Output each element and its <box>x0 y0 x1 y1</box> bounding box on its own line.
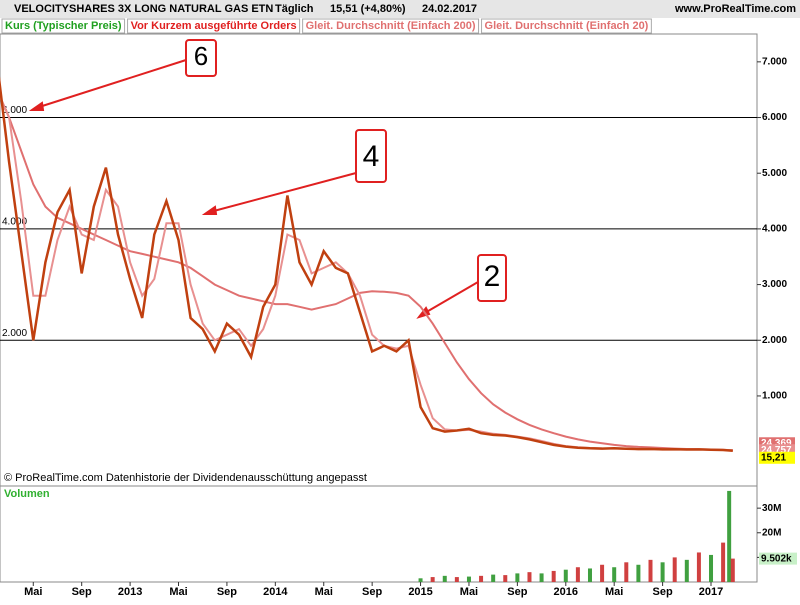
legend-entry: Kurs (Typischer Preis) <box>5 20 122 32</box>
volume-bar <box>600 564 605 582</box>
legend-entry: Gleit. Durchschnitt (Einfach 200) <box>306 20 476 32</box>
volume-bar <box>730 558 735 582</box>
reference-label: 6.000 <box>2 105 27 116</box>
x-tick-label: 2015 <box>408 586 432 598</box>
header-interval: Täglich <box>275 3 314 15</box>
arrow <box>422 281 479 315</box>
annotation: 4 <box>363 140 380 173</box>
annotation: 2 <box>484 260 501 293</box>
x-tick-label: Sep <box>653 586 673 598</box>
arrow-head <box>201 205 218 215</box>
annotation-box <box>355 129 387 183</box>
y-tick-label: 7.000 <box>762 56 787 67</box>
volume-bar <box>684 559 689 582</box>
volume-panel <box>0 485 758 583</box>
x-tick-label: 2013 <box>118 586 142 598</box>
volume-title: Volumen <box>4 488 50 500</box>
header-site: www.ProRealTime.com <box>674 3 796 15</box>
last-value-box <box>759 451 795 464</box>
footer: © ProRealTime.com Datenhistorie der Divi… <box>4 472 367 484</box>
legend-entry: Vor Kurzem ausgeführte Orders <box>131 20 297 32</box>
volume-bar <box>624 562 629 582</box>
price-line <box>0 76 733 453</box>
arrow <box>35 59 187 109</box>
volume-bar <box>527 572 532 582</box>
legend-tab <box>481 18 652 34</box>
y-tick-label: 1.000 <box>762 391 787 402</box>
x-tick-label: Sep <box>217 586 237 598</box>
last-volume-box <box>759 552 797 565</box>
legend-tab <box>302 18 480 34</box>
volume-bar <box>672 557 677 582</box>
legend-tab <box>127 18 301 34</box>
volume-bar <box>636 564 641 582</box>
x-tick-label: Mai <box>315 586 333 598</box>
volume-bar <box>563 569 568 582</box>
volume-bar <box>515 573 520 582</box>
volume-bar <box>648 559 653 582</box>
last-value-label: 15,21 <box>761 452 786 463</box>
y-tick-label: 5.000 <box>762 168 787 179</box>
x-tick-label: Mai <box>24 586 42 598</box>
x-tick-label: Mai <box>605 586 623 598</box>
y-tick-label: 20M <box>762 527 781 538</box>
volume-bar <box>575 567 580 582</box>
annotation: 6 <box>194 41 208 71</box>
volume-bar <box>721 542 726 582</box>
header-quote: 15,51 (+4,80%) <box>330 3 406 15</box>
x-tick-label: Sep <box>507 586 527 598</box>
arrow <box>209 172 357 213</box>
reference-label: 4.000 <box>2 217 27 228</box>
reference-label: 2.000 <box>2 328 27 339</box>
volume-bar <box>587 568 592 582</box>
volume-bar <box>466 576 471 582</box>
y-tick-label: 2.000 <box>762 335 787 346</box>
x-tick-label: 2014 <box>263 586 288 598</box>
arrow-head <box>28 101 45 111</box>
annotation-box <box>185 39 217 77</box>
last-value-label: 24,369 <box>761 438 792 449</box>
x-tick-label: Mai <box>460 586 478 598</box>
volume-bar <box>696 552 701 582</box>
volume-bar <box>660 562 665 582</box>
volume-bar <box>479 575 484 582</box>
y-tick-label: 3.000 <box>762 279 787 290</box>
y-tick-label: 6.000 <box>762 112 787 123</box>
x-tick-label: Sep <box>72 586 92 598</box>
volume-bar <box>454 577 459 582</box>
volume-bar <box>551 570 556 582</box>
volume-bar <box>709 554 714 582</box>
y-tick-label: 4.000 <box>762 224 787 235</box>
x-tick-label: 2017 <box>699 586 723 598</box>
header-date: 24.02.2017 <box>422 3 477 15</box>
volume-bar <box>612 567 617 582</box>
legend-tab <box>1 18 126 34</box>
legend-entry: Gleit. Durchschnitt (Einfach 20) <box>485 20 649 32</box>
header-bar <box>0 0 800 18</box>
volume-bar <box>503 575 508 582</box>
volume-bar <box>430 577 435 582</box>
volume-bar <box>418 578 423 582</box>
volume-bar <box>491 574 496 582</box>
x-tick-label: Mai <box>169 586 187 598</box>
y-tick-label: 30M <box>762 503 781 514</box>
last-volume-label: 9.502k <box>761 553 792 564</box>
annotation-box <box>477 254 507 302</box>
volume-bar <box>442 575 447 582</box>
last-value-label: 24,757 <box>761 445 792 456</box>
volume-bar <box>539 573 544 582</box>
header-title: VELOCITYSHARES 3X LONG NATURAL GAS ETN <box>14 3 273 15</box>
volume-bar <box>727 490 732 582</box>
x-tick-label: 2016 <box>554 586 578 598</box>
x-tick-label: Sep <box>362 586 382 598</box>
